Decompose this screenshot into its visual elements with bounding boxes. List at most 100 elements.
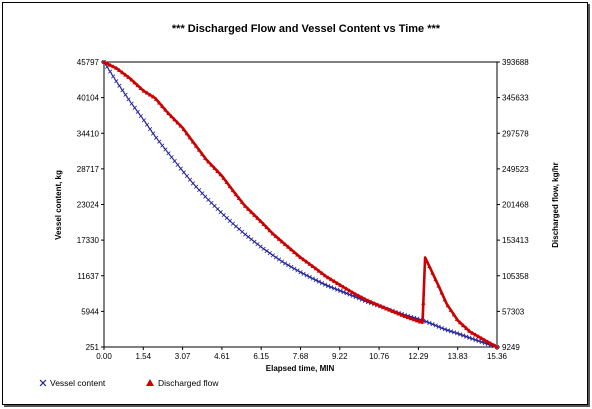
- vessel-content-marker: [129, 101, 134, 106]
- vessel-content-marker: [126, 97, 131, 102]
- discharged-flow-marker: [473, 332, 478, 337]
- vessel-content-marker: [424, 319, 429, 324]
- discharged-flow-marker: [408, 316, 414, 321]
- discharged-flow-marker: [488, 341, 494, 346]
- discharged-flow-marker: [405, 315, 411, 320]
- vessel-content-marker: [304, 273, 309, 278]
- vessel-content-marker: [461, 333, 466, 338]
- vessel-content-marker: [184, 173, 189, 179]
- discharged-flow-marker: [442, 297, 448, 302]
- discharged-flow-marker: [135, 83, 140, 88]
- discharged-flow-marker: [479, 336, 484, 341]
- vessel-content-marker: [298, 270, 303, 275]
- vessel-content-marker: [206, 197, 211, 202]
- x-tick-label: 1.54: [136, 352, 152, 361]
- x-tick-label: 7.68: [293, 352, 309, 361]
- vessel-content-marker: [433, 323, 438, 328]
- vessel-content-marker: [203, 194, 208, 199]
- x-tick-label: 12.29: [408, 352, 429, 361]
- discharged-flow-marker: [427, 264, 432, 269]
- vessel-content-marker: [276, 257, 282, 262]
- vessel-content-marker: [194, 184, 199, 189]
- y-left-axis-label: Vessel content, kg: [54, 170, 63, 240]
- vessel-content-marker: [160, 143, 165, 148]
- discharged-flow-marker: [476, 334, 481, 339]
- vessel-content-marker: [249, 237, 254, 242]
- vessel-content-marker: [144, 122, 150, 127]
- discharged-flow-marker: [467, 328, 472, 333]
- y-left-tick-label: 5944: [81, 307, 99, 316]
- vessel-content-marker: [147, 127, 153, 132]
- vessel-content-marker: [307, 274, 312, 280]
- discharged-flow-marker: [221, 175, 226, 180]
- y-right-tick-label: 201468: [502, 201, 529, 210]
- vessel-content-marker: [258, 244, 263, 249]
- y-left-tick-label: 23024: [77, 201, 100, 210]
- vessel-content-marker: [464, 334, 469, 339]
- vessel-content-marker: [445, 328, 450, 333]
- discharged-flow-marker: [101, 59, 107, 64]
- discharged-flow-marker: [341, 284, 346, 289]
- vessel-content-marker: [332, 286, 337, 291]
- discharged-flow-marker: [295, 252, 300, 257]
- vessel-content-marker: [273, 255, 279, 260]
- vessel-content-marker: [326, 283, 331, 289]
- chart-frame: [2, 2, 588, 405]
- discharged-flow-marker: [433, 277, 438, 282]
- y-right-tick-label: 9249: [502, 343, 520, 352]
- discharged-flow-marker: [457, 320, 463, 325]
- discharged-flow-marker: [338, 282, 343, 287]
- vessel-content-marker: [218, 210, 223, 215]
- vessel-content-marker: [338, 288, 343, 293]
- discharged-flow-marker: [114, 65, 119, 70]
- x-tick-label: 6.15: [253, 352, 269, 361]
- vessel-content-marker: [479, 339, 484, 345]
- discharged-flow-marker: [147, 92, 153, 97]
- discharged-flow-marker: [418, 319, 423, 324]
- discharged-flow-marker: [335, 280, 340, 285]
- discharged-flow-marker: [117, 67, 122, 72]
- vessel-content-marker: [439, 325, 444, 331]
- y-right-tick-label: 153413: [502, 236, 529, 245]
- discharged-flow-marker: [178, 123, 183, 128]
- vessel-content-marker: [283, 261, 288, 266]
- discharged-flow-marker: [494, 344, 500, 349]
- y-left-tick-label: 17330: [77, 236, 100, 245]
- vessel-content-marker: [135, 109, 140, 114]
- vessel-content-marker: [123, 92, 128, 97]
- discharged-flow-marker: [301, 257, 306, 262]
- discharged-flow-marker: [273, 234, 279, 239]
- vessel-content-marker: [427, 320, 432, 325]
- x-tick-label: 9.22: [332, 352, 348, 361]
- discharged-flow-marker: [439, 290, 444, 295]
- discharged-flow-marker: [421, 300, 426, 305]
- discharged-flow-marker: [138, 85, 144, 90]
- discharged-flow-marker: [319, 270, 325, 275]
- vessel-content-marker: [430, 322, 435, 327]
- vessel-content-marker: [442, 327, 447, 332]
- discharged-flow-marker: [384, 306, 389, 311]
- vessel-content-marker: [470, 336, 475, 341]
- discharged-flow-marker: [393, 310, 398, 315]
- discharged-flow-marker: [322, 273, 328, 278]
- vessel-content-marker: [467, 335, 472, 340]
- discharged-flow-marker: [175, 120, 180, 125]
- discharged-flow-marker: [378, 303, 383, 308]
- vessel-content-marker: [163, 147, 168, 152]
- discharged-flow-marker: [289, 247, 294, 252]
- vessel-content-marker: [108, 69, 113, 74]
- vessel-content-marker: [117, 83, 122, 88]
- discharged-flow-marker: [448, 307, 454, 312]
- discharged-flow-marker: [126, 74, 131, 79]
- vessel-content-marker: [319, 281, 325, 286]
- discharged-flow-marker: [239, 199, 245, 204]
- discharged-flow-marker: [362, 296, 368, 301]
- vessel-content-marker: [114, 79, 119, 84]
- discharged-flow-marker: [224, 180, 230, 185]
- legend-discharged-flow: Discharged flow: [158, 378, 219, 388]
- discharged-flow-marker: [482, 337, 487, 342]
- discharged-flow-marker: [445, 303, 451, 308]
- x-tick-label: 13.83: [448, 352, 469, 361]
- discharged-flow-marker: [298, 255, 303, 260]
